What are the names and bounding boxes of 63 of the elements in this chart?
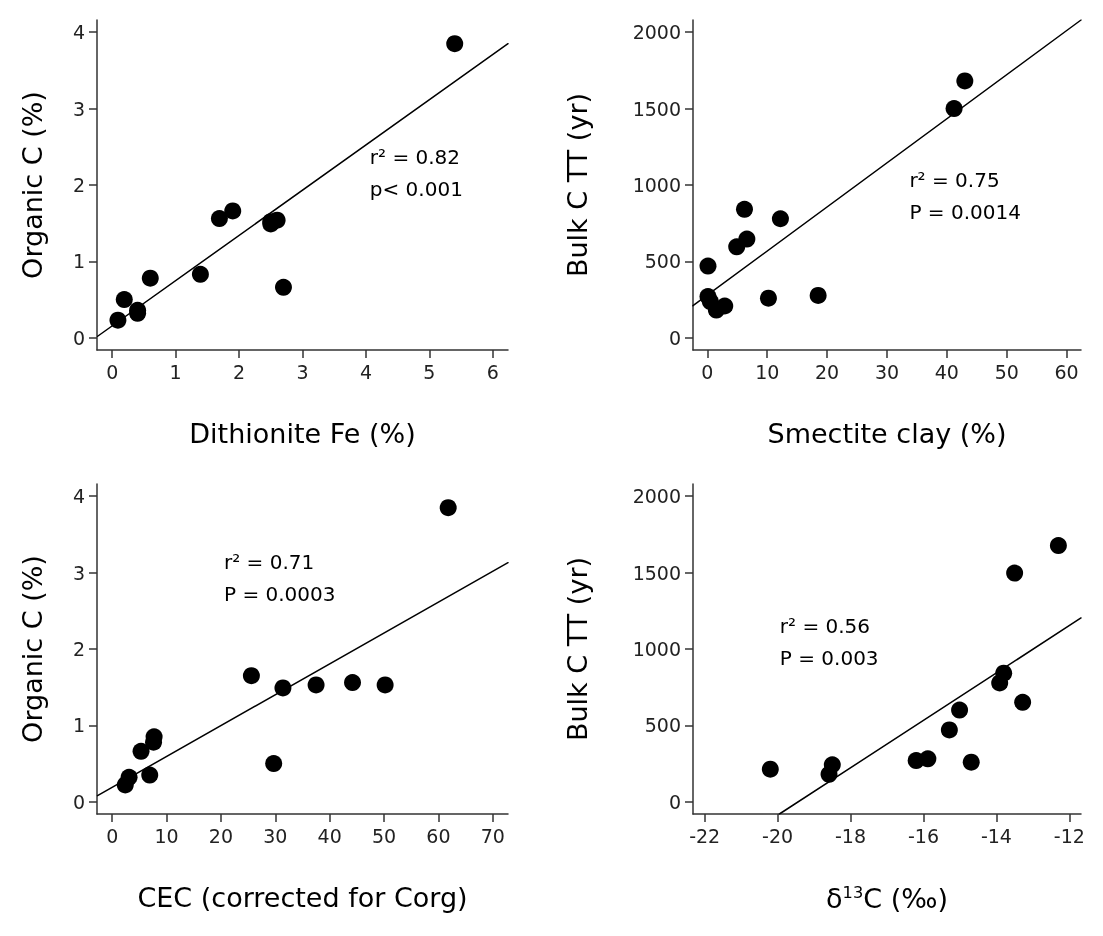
x-tick-label: 20 — [208, 824, 234, 847]
y-tick-label: 4 — [72, 21, 85, 44]
x-tick-label: 40 — [317, 824, 342, 847]
x-tick-label: 70 — [480, 824, 505, 847]
y-axis-title: Organic C (%) — [17, 555, 48, 743]
x-tick-label: 20 — [815, 360, 840, 383]
y-tick-label: 3 — [72, 561, 85, 584]
y-tick-label: 1000 — [632, 174, 681, 196]
y-tick-label: 1500 — [632, 561, 681, 584]
x-tick-label: 0 — [701, 360, 714, 383]
x-axis-title: CEC (corrected for Corg) — [137, 882, 468, 913]
annotation: r² = 0.75 — [909, 168, 1000, 193]
x-tick-label: 0 — [106, 360, 119, 383]
annotation: r² = 0.71 — [224, 549, 315, 574]
annotation: r² = 0.82 — [369, 145, 461, 170]
y-tick-label: 1 — [72, 714, 85, 737]
y-axis-title: Organic C (%) — [17, 91, 48, 279]
x-tick-label: 6 — [486, 360, 499, 383]
y-tick-label: 2 — [72, 174, 85, 196]
y-tick-label: 0 — [72, 326, 85, 349]
x-tick-label: 50 — [371, 824, 397, 847]
y-tick-label: 1000 — [632, 638, 681, 660]
x-tick-label: 2 — [233, 360, 246, 383]
y-tick-label: 3 — [72, 97, 85, 120]
y-tick-label: 500 — [644, 250, 681, 273]
y-tick-label: 1 — [72, 250, 85, 273]
annotation: P = 0.0003 — [224, 581, 336, 606]
annotation: P = 0.003 — [779, 646, 879, 670]
x-tick-label: 1 — [169, 360, 182, 383]
x-tick-label: 3 — [296, 360, 309, 383]
y-tick-label: 2000 — [632, 485, 681, 508]
y-tick-label: 4 — [72, 485, 85, 508]
y-tick-label: 2 — [72, 638, 85, 660]
y-tick-label: 2000 — [632, 21, 681, 44]
x-tick-label: 5 — [423, 360, 436, 383]
x-tick-label: -20 — [762, 824, 794, 847]
y-axis-title: Bulk C TT (yr) — [562, 556, 593, 742]
x-tick-label: 60 — [426, 824, 451, 847]
y-tick-label: 0 — [668, 790, 681, 813]
x-tick-label: -16 — [907, 824, 939, 847]
x-tick-label: 10 — [154, 824, 179, 847]
y-axis-title: Bulk C TT (yr) — [562, 92, 593, 278]
annotation: P = 0.0014 — [909, 200, 1021, 225]
x-tick-label: 4 — [359, 360, 372, 383]
x-axis-title: Smectite clay (%) — [767, 418, 1007, 449]
x-tick-label: 30 — [874, 360, 900, 383]
annotation: p< 0.001 — [369, 177, 463, 202]
x-tick-label: 10 — [755, 360, 780, 383]
y-tick-label: 0 — [668, 326, 681, 349]
x-tick-label: -14 — [980, 824, 1012, 847]
x-tick-label: 40 — [934, 360, 959, 383]
y-tick-label: 500 — [644, 714, 681, 737]
x-tick-label: -22 — [689, 824, 721, 847]
x-tick-label: 0 — [106, 824, 119, 847]
annotation: r² = 0.56 — [779, 614, 871, 638]
x-tick-label: -12 — [1053, 824, 1085, 847]
x-tick-label: 30 — [263, 824, 288, 847]
x-axis-title: Dithionite Fe (%) — [189, 418, 416, 449]
x-tick-label: 60 — [1054, 360, 1079, 383]
y-tick-label: 1500 — [632, 97, 681, 120]
x-tick-label: 50 — [994, 360, 1019, 383]
x-tick-label: -18 — [835, 824, 867, 847]
y-tick-label: 0 — [72, 790, 85, 813]
